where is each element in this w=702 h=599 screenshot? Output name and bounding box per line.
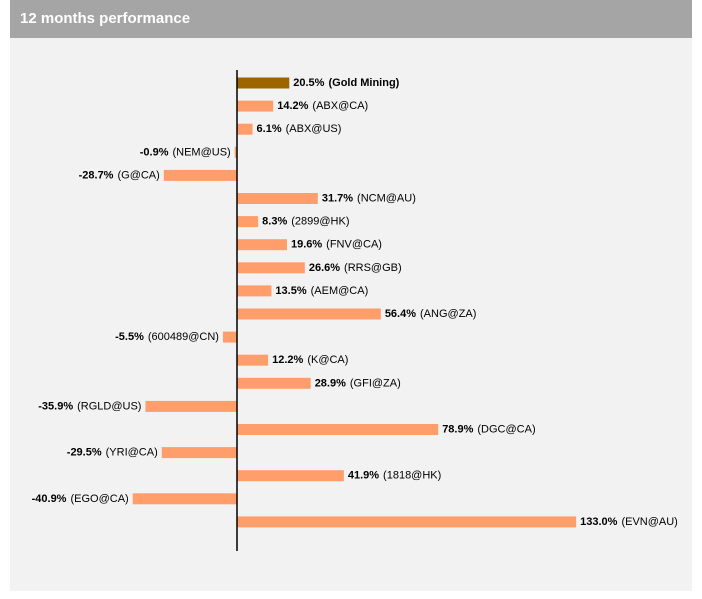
bar: [237, 377, 311, 389]
data-label: 133.0% (EVN@AU): [580, 516, 678, 528]
data-label: 8.3% (2899@HK): [262, 216, 349, 228]
data-label: -5.5% (600489@CN): [115, 331, 219, 343]
value-label: -0.9%: [140, 146, 169, 158]
category-label: (FNV@CA): [326, 239, 382, 251]
bar: [237, 262, 305, 274]
bar: [237, 354, 269, 366]
bar: [163, 169, 237, 181]
value-label: -28.7%: [79, 169, 114, 181]
data-label: 19.6% (FNV@CA): [291, 239, 382, 251]
value-label: -40.9%: [32, 493, 67, 505]
bar: [237, 308, 381, 320]
category-label: (2899@HK): [291, 216, 349, 228]
bar: [237, 239, 287, 251]
value-label: 12.2%: [272, 354, 303, 366]
category-label: (EGO@CA): [70, 493, 128, 505]
category-label: (NCM@AU): [357, 192, 416, 204]
data-label: -35.9% (RGLD@US): [38, 400, 141, 412]
data-label: 20.5% (Gold Mining): [293, 77, 399, 89]
bar: [237, 77, 290, 89]
category-label: (K@CA): [307, 354, 348, 366]
category-label: (AEM@CA): [311, 285, 369, 297]
category-label: (G@CA): [117, 169, 159, 181]
value-label: 19.6%: [291, 239, 322, 251]
category-label: (RGLD@US): [77, 400, 141, 412]
data-label: 28.9% (GFI@ZA): [315, 377, 401, 389]
bar: [237, 100, 274, 112]
data-label: 26.6% (RRS@GB): [309, 262, 402, 274]
bar: [132, 493, 237, 505]
data-label: 78.9% (DGC@CA): [442, 423, 535, 435]
bar: [237, 424, 439, 435]
category-label: (1818@HK): [383, 470, 441, 482]
data-label: 31.7% (NCM@AU): [322, 192, 416, 204]
data-label: 13.5% (AEM@CA): [275, 285, 368, 297]
value-label: 41.9%: [348, 470, 379, 482]
data-label: 12.2% (K@CA): [272, 354, 348, 366]
value-label: 78.9%: [442, 423, 473, 435]
category-label: (NEM@US): [172, 146, 230, 158]
bar: [237, 285, 272, 297]
value-label: 20.5%: [293, 77, 324, 89]
bar: [237, 470, 344, 482]
value-label: 56.4%: [385, 308, 416, 320]
value-label: -29.5%: [67, 447, 102, 459]
category-label: (600489@CN): [148, 331, 219, 343]
category-label: (ABX@US): [286, 123, 342, 135]
value-label: 26.6%: [309, 262, 340, 274]
category-label: (YRI@CA): [106, 447, 158, 459]
value-label: 14.2%: [277, 100, 308, 112]
bar: [237, 516, 577, 528]
data-label: -0.9% (NEM@US): [140, 146, 231, 158]
bar: [237, 123, 253, 135]
value-label: -35.9%: [38, 400, 73, 412]
value-label: 8.3%: [262, 216, 287, 228]
bar: [237, 193, 318, 204]
category-label: (ANG@ZA): [420, 308, 476, 320]
bar: [222, 331, 237, 343]
category-label: (GFI@ZA): [350, 377, 401, 389]
data-label: 56.4% (ANG@ZA): [385, 308, 477, 320]
data-label: 14.2% (ABX@CA): [277, 100, 368, 112]
data-label: -40.9% (EGO@CA): [32, 493, 129, 505]
value-label: 31.7%: [322, 192, 353, 204]
chart-title: 12 months performance: [20, 10, 190, 27]
header-bar: [10, 0, 692, 38]
data-label: -28.7% (G@CA): [79, 169, 160, 181]
bar: [237, 216, 259, 228]
bar: [234, 146, 237, 158]
bar: [161, 447, 237, 459]
category-label: (ABX@CA): [312, 100, 368, 112]
value-label: 6.1%: [257, 123, 282, 135]
category-label: (DGC@CA): [477, 423, 535, 435]
category-label: (EVN@AU): [621, 516, 677, 528]
value-label: -5.5%: [115, 331, 144, 343]
value-label: 13.5%: [275, 285, 306, 297]
category-label: (RRS@GB): [344, 262, 402, 274]
category-label: (Gold Mining): [328, 77, 399, 89]
data-label: -29.5% (YRI@CA): [67, 447, 158, 459]
value-label: 28.9%: [315, 377, 346, 389]
data-label: 6.1% (ABX@US): [257, 123, 342, 135]
bar: [145, 400, 237, 412]
value-label: 133.0%: [580, 516, 618, 528]
data-label: 41.9% (1818@HK): [348, 470, 441, 482]
